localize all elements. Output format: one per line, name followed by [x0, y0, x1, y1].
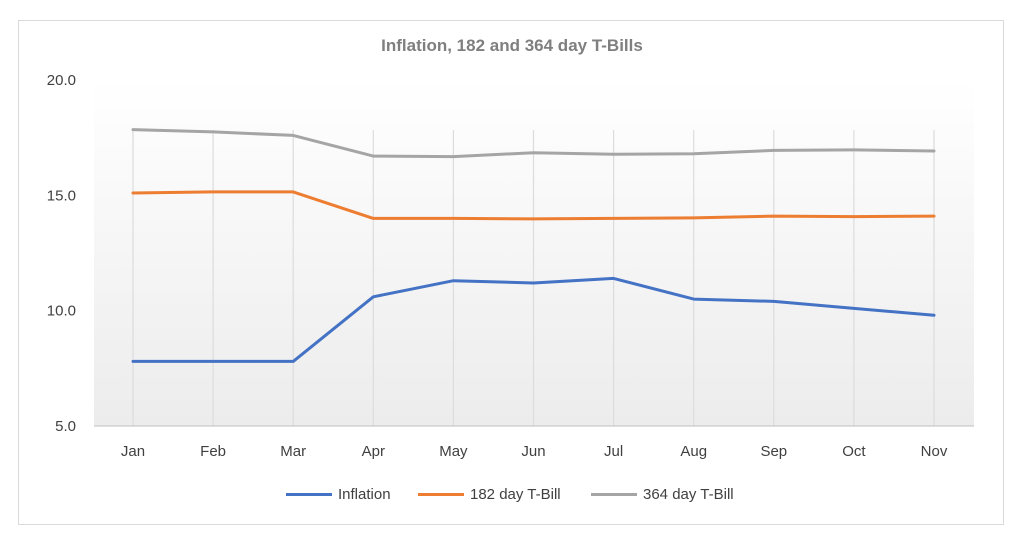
legend-swatch: [286, 492, 332, 496]
x-tick-label-aug: Aug: [680, 443, 707, 460]
x-tick-label-feb: Feb: [200, 443, 226, 460]
legend-swatch: [591, 492, 637, 496]
legend-swatch: [418, 492, 464, 496]
x-tick-label-apr: Apr: [362, 443, 385, 460]
legend-item: Inflation: [286, 484, 391, 504]
series-line-inflation: [131, 276, 936, 363]
legend-item: 182 day T-Bill: [418, 484, 561, 504]
legend-label: 182 day T-Bill: [470, 485, 561, 503]
y-tick-label-5-0: 5.0: [55, 418, 76, 435]
x-tick-label-may: May: [439, 443, 468, 460]
legend: Inflation 182 day T-Bill 364 day T-Bill: [0, 484, 1024, 504]
x-tick-label-oct: Oct: [842, 443, 866, 460]
legend-label: Inflation: [338, 485, 391, 503]
series-line-364-day-t-bill: [131, 128, 936, 159]
y-tick-label-20-0: 20.0: [47, 72, 76, 89]
y-tick-label-15-0: 15.0: [47, 187, 76, 204]
x-tick-label-mar: Mar: [280, 443, 306, 460]
x-tick-label-jan: Jan: [121, 443, 145, 460]
x-tick-label-jun: Jun: [521, 443, 545, 460]
series-line-182-day-t-bill: [131, 190, 936, 221]
x-tick-label-nov: Nov: [921, 443, 948, 460]
legend-label: 364 day T-Bill: [643, 485, 734, 503]
x-tick-label-jul: Jul: [604, 443, 623, 460]
legend-item: 364 day T-Bill: [591, 484, 734, 504]
y-tick-label-10-0: 10.0: [47, 303, 76, 320]
x-tick-label-sep: Sep: [760, 443, 787, 460]
chart-title: Inflation, 182 and 364 day T-Bills: [381, 36, 643, 55]
